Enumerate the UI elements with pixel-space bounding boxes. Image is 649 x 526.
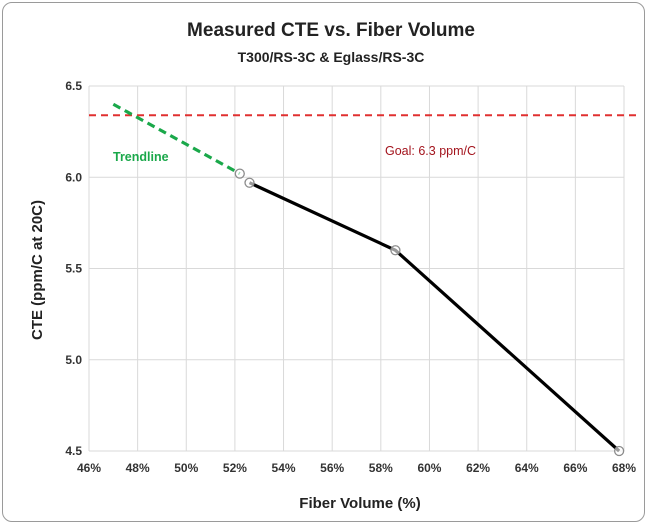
goal-label: Goal: 6.3 ppm/C <box>385 144 476 158</box>
trendline-group <box>112 102 241 176</box>
data-point-marker <box>244 177 255 188</box>
chart-title: Measured CTE vs. Fiber Volume <box>187 20 475 41</box>
chart-frame <box>2 2 645 522</box>
series-line <box>248 181 621 453</box>
grid <box>88 85 625 452</box>
x-tick-label: 66% <box>563 461 587 475</box>
series-group <box>234 168 625 457</box>
y-tick-label: 4.5 <box>65 444 82 458</box>
x-tick-label: 50% <box>174 461 198 475</box>
y-tick-label: 6.0 <box>65 170 82 184</box>
x-tick-label: 58% <box>369 461 393 475</box>
x-tick-label: 54% <box>272 461 296 475</box>
trendline <box>112 102 241 176</box>
x-tick-label: 64% <box>515 461 539 475</box>
y-tick-label: 6.5 <box>65 79 82 93</box>
data-point-marker <box>613 445 625 457</box>
x-tick-label: 62% <box>466 461 490 475</box>
data-point-marker <box>390 245 401 256</box>
y-tick-label: 5.0 <box>65 353 82 367</box>
x-axis-label: Fiber Volume (%) <box>299 495 420 512</box>
y-axis-label: CTE (ppm/C at 20C) <box>29 200 46 340</box>
x-tick-label: 68% <box>612 461 636 475</box>
chart-subtitle: T300/RS-3C & Eglass/RS-3C <box>238 49 425 65</box>
x-tick-label: 46% <box>77 461 101 475</box>
y-tick-labels: 4.5 5.0 5.5 6.0 6.5 <box>65 79 82 458</box>
x-tick-labels: 46% 48% 50% 52% 54% 56% 58% 60% 62% 64% 66% 68% <box>77 461 636 475</box>
x-tick-label: 56% <box>320 461 344 475</box>
y-tick-label: 5.5 <box>65 262 82 276</box>
x-tick-label: 48% <box>126 461 150 475</box>
data-point-marker <box>234 168 245 179</box>
x-tick-label: 60% <box>417 461 441 475</box>
x-tick-label: 52% <box>223 461 247 475</box>
trendline-label: Trendline <box>113 150 169 164</box>
